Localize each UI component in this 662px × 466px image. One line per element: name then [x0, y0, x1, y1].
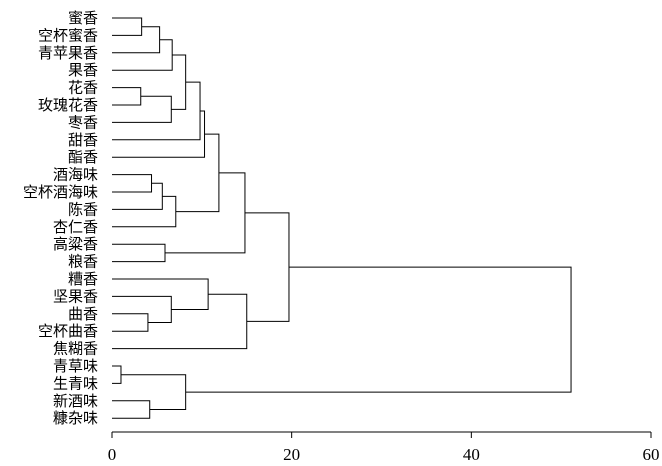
leaf-label: 甜香: [68, 131, 98, 149]
leaf-label: 果香: [68, 61, 98, 79]
leaf-label: 青苹果香: [38, 44, 98, 62]
link-c13: [112, 243, 166, 263]
leaf-label: 糠杂味: [53, 409, 98, 427]
link-c1: [112, 17, 143, 36]
x-tick-label: 20: [283, 445, 300, 464]
leaf-label: 空杯酒海味: [23, 183, 98, 201]
leaf-label: 焦糊香: [53, 340, 98, 358]
leaf-label: 蜜香: [68, 9, 98, 27]
leaf-label: 酯香: [68, 148, 98, 166]
link-c11: [112, 195, 177, 228]
x-tick-label: 0: [108, 445, 117, 464]
x-tick-label: 40: [463, 445, 480, 464]
dendrogram-links: [112, 17, 572, 419]
link-c22: [120, 374, 187, 410]
link-c17: [112, 278, 209, 310]
leaf-label: 枣香: [68, 113, 98, 131]
leaf-label: 陈香: [68, 200, 98, 218]
link-c12: [175, 133, 220, 213]
leaf-label: 高粱香: [53, 235, 98, 253]
leaf-label: 曲香: [68, 305, 98, 323]
leaf-label: 花香: [68, 79, 98, 97]
leaf-label: 酒海味: [53, 166, 98, 184]
x-tick-label: 60: [643, 445, 660, 464]
leaf-label: 杏仁香: [53, 218, 98, 236]
link-c8: [112, 110, 206, 158]
link-c16: [112, 295, 172, 323]
link-c9: [112, 174, 153, 193]
link-c14: [165, 172, 246, 254]
link-c5: [112, 95, 172, 123]
link-c15: [112, 313, 149, 332]
x-axis: 0 20 40 60: [108, 431, 660, 464]
link-c6: [171, 54, 187, 110]
link-c10: [112, 182, 163, 210]
link-c19: [244, 212, 290, 322]
link-c18: [112, 293, 248, 350]
leaf-label: 玫瑰花香: [38, 96, 98, 114]
leaf-label: 坚果香: [53, 287, 98, 305]
link-c20: [112, 365, 122, 384]
leaf-label: 粮香: [68, 253, 98, 271]
link-c3: [112, 39, 173, 71]
link-c7: [112, 81, 201, 141]
leaf-label: 生青味: [53, 374, 98, 392]
link-c23: [185, 266, 572, 393]
link-c4: [112, 87, 142, 106]
link-c21: [112, 400, 151, 419]
leaf-label: 糟香: [68, 270, 98, 288]
leaf-label: 青草味: [53, 357, 98, 375]
leaf-labels: 蜜香空杯蜜香青苹果香果香花香玫瑰花香枣香甜香酯香酒海味空杯酒海味陈香杏仁香高粱香…: [23, 9, 98, 427]
link-c2: [112, 26, 161, 54]
leaf-label: 空杯蜜香: [38, 26, 98, 44]
leaf-label: 空杯曲香: [38, 322, 98, 340]
leaf-label: 新酒味: [53, 392, 98, 410]
